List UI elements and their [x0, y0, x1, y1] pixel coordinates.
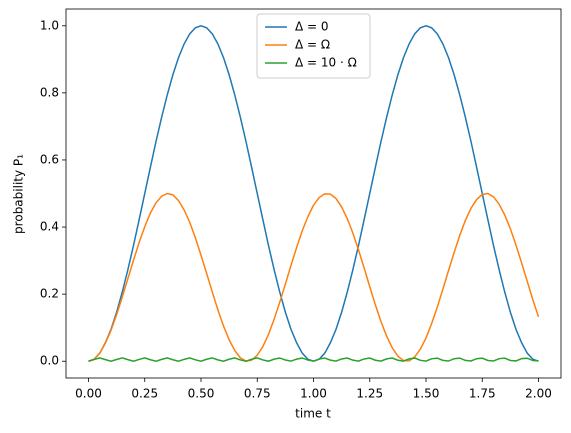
y-tick-label: 0.0: [40, 354, 59, 368]
y-tick-label: 1.0: [40, 18, 59, 32]
x-tick-label: 1.00: [300, 387, 327, 401]
data-line: [88, 357, 539, 363]
x-tick-label: 2.00: [525, 387, 552, 401]
legend: Δ = 0 Δ = Ω Δ = 10 · Ω: [256, 13, 371, 79]
y-tick-label: 0.4: [40, 220, 59, 234]
x-tick-label: 0.75: [244, 387, 271, 401]
x-tick-label: 1.25: [356, 387, 383, 401]
y-tick-label: 0.8: [40, 85, 59, 99]
y-tick-label: 0.2: [40, 287, 59, 301]
legend-label: Δ = Ω: [295, 38, 330, 52]
legend-label: Δ = 10 · Ω: [295, 56, 357, 70]
x-tick-label: 0.25: [131, 387, 158, 401]
y-axis-label: probability P₁: [12, 154, 26, 234]
y-tick-label: 0.6: [40, 152, 59, 166]
x-tick-label: 1.75: [469, 387, 496, 401]
legend-label: Δ = 0: [295, 20, 329, 34]
data-line: [88, 192, 540, 362]
x-tick-label: 0.50: [188, 387, 215, 401]
plot-frame: [65, 8, 562, 379]
x-axis-label: time t: [295, 407, 331, 421]
x-tick-label: 0.00: [75, 387, 102, 401]
x-tick-label: 1.50: [413, 387, 440, 401]
legend-box: [256, 13, 371, 79]
